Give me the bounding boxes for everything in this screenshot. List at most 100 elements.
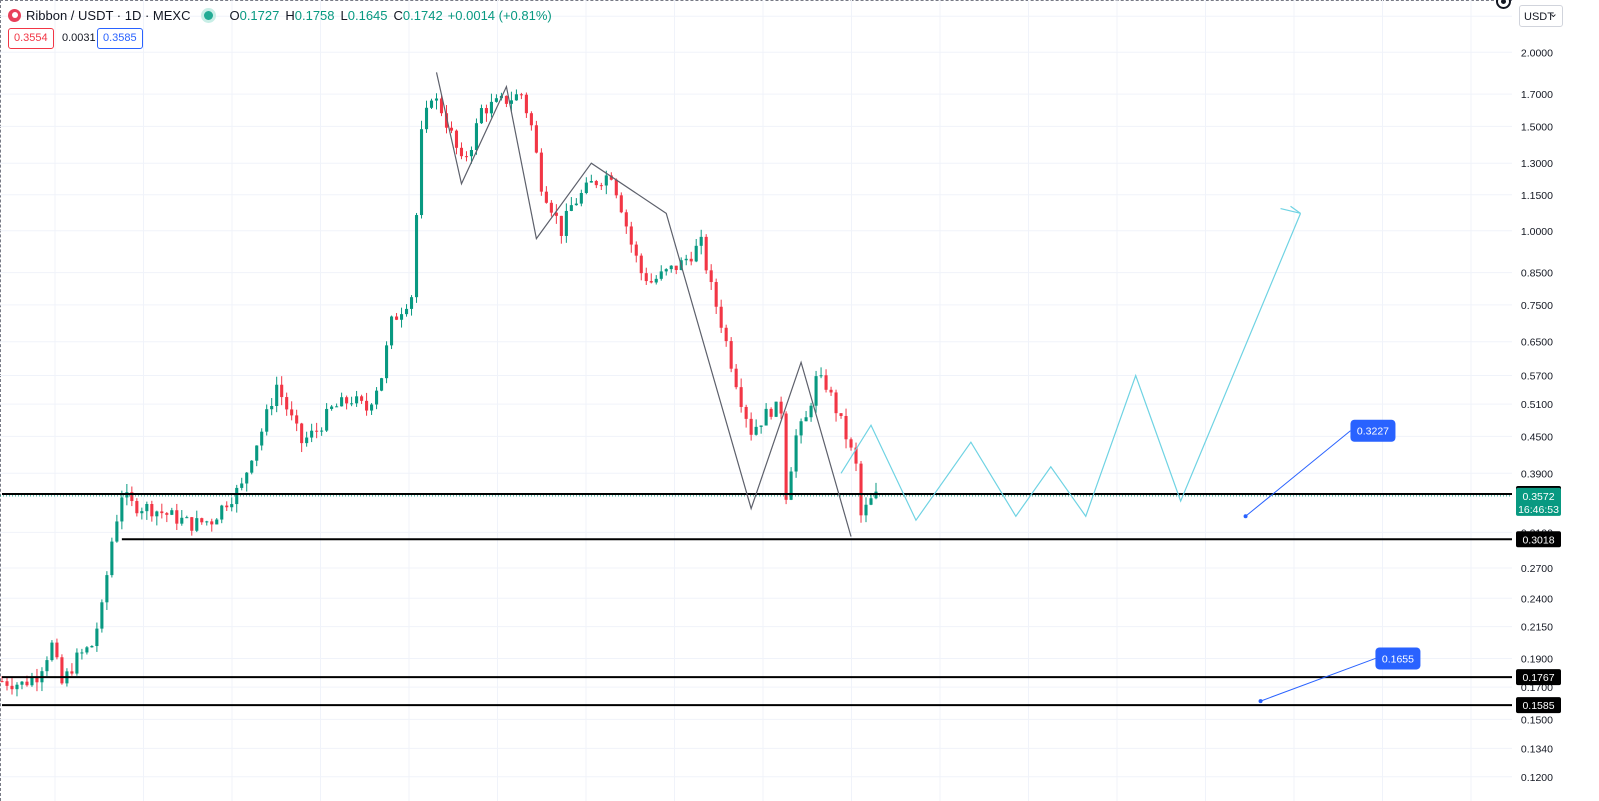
candle-body: [734, 368, 738, 388]
candle-body: [644, 273, 648, 282]
chart-legend-header: Ribbon / USDT · 1D · MEXC O 0.1727 H 0.175…: [8, 6, 552, 24]
candle-body: [859, 463, 863, 516]
candle-body: [534, 125, 538, 153]
candle-body: [155, 511, 159, 517]
price-tick-label: 0.8500: [1521, 268, 1553, 280]
price-tick-label: 1.3000: [1521, 158, 1553, 170]
candle-body: [240, 483, 244, 488]
candle-body: [210, 521, 214, 525]
price-tick-label: 0.1900: [1521, 653, 1553, 665]
candles: [0, 89, 878, 697]
candle-body: [559, 215, 563, 236]
candle-body: [190, 517, 194, 531]
candle-body: [469, 149, 474, 157]
callout-label: 0.3227: [1357, 426, 1389, 438]
currency-select[interactable]: USDT: [1519, 3, 1563, 27]
low-label: L: [340, 7, 348, 23]
sell-button[interactable]: 0.3554: [8, 28, 54, 49]
candle-body: [220, 505, 224, 520]
level-price-tag: [1516, 669, 1561, 686]
price-tick-label: 1.1500: [1521, 190, 1553, 202]
projection-path: [840, 213, 1302, 522]
candle-body: [754, 426, 758, 435]
current-price-tag: [1516, 487, 1561, 516]
buy-button[interactable]: 0.3585: [97, 28, 143, 49]
spread-value: 0.0031: [62, 32, 96, 44]
top-border: [0, 0, 1599, 1]
candle-body: [215, 519, 219, 525]
candle-body: [454, 130, 459, 148]
candle-body: [554, 212, 558, 216]
candle-body: [15, 684, 19, 690]
candle-body: [90, 646, 94, 648]
candle-body: [689, 258, 693, 262]
candle-body: [444, 113, 449, 128]
candle-body: [509, 100, 513, 104]
candle-body: [300, 423, 304, 444]
price-tick-label: 0.5100: [1521, 399, 1553, 411]
candle-body: [145, 504, 149, 512]
candle-body: [135, 501, 139, 514]
candle-body: [60, 657, 64, 684]
candle-body: [504, 95, 508, 104]
candle-body: [864, 504, 868, 516]
candle-body: [115, 521, 119, 542]
low-value: 0.1645: [347, 7, 388, 23]
candle-body: [474, 123, 479, 150]
candle-body: [709, 270, 713, 283]
candle-body: [275, 384, 279, 406]
candle-body: [315, 430, 319, 432]
candle-body: [514, 94, 518, 101]
candle-body: [10, 685, 14, 690]
candle-body: [414, 215, 419, 298]
level-price-tag: [1516, 697, 1561, 714]
candle-body: [784, 413, 788, 500]
candle-body: [659, 271, 663, 279]
candle-body: [619, 195, 623, 213]
candle-body: [5, 681, 9, 686]
candle-body: [175, 510, 179, 524]
candle-body: [589, 181, 593, 183]
candle-body: [225, 505, 229, 508]
candle-body: [150, 504, 154, 517]
candle-body: [494, 98, 498, 102]
candle-body: [25, 681, 29, 686]
candle-body: [100, 602, 104, 629]
candle-body: [484, 108, 488, 114]
callout-label: 0.1655: [1382, 653, 1414, 665]
candle-body: [345, 397, 349, 404]
callout-box: [1375, 647, 1421, 670]
candle-body: [75, 652, 79, 674]
high-label: H: [285, 7, 295, 23]
candle-body: [854, 447, 858, 464]
callout-line: [1260, 657, 1376, 702]
open-value: 0.1727: [239, 7, 280, 23]
settings-icon[interactable]: [1496, 0, 1511, 9]
candle-body: [404, 308, 409, 315]
price-tick-label: 0.2150: [1521, 622, 1553, 634]
candle-body: [385, 345, 389, 379]
candle-body: [869, 498, 873, 505]
candle-body: [80, 652, 84, 654]
price-tick-label: 0.5700: [1521, 371, 1553, 383]
candle-body: [390, 316, 394, 346]
candle-body: [409, 297, 414, 309]
candle-body: [295, 415, 299, 424]
candle-body: [669, 265, 673, 270]
callout-point: [1243, 514, 1248, 519]
symbol-title[interactable]: Ribbon / USDT · 1D · MEXC: [26, 7, 191, 23]
candle-body: [120, 497, 124, 522]
callout-point: [1258, 699, 1263, 704]
candle-body: [95, 628, 99, 647]
candle-body: [829, 389, 833, 393]
price-tick-label: 0.2700: [1521, 563, 1553, 575]
close-label: C: [393, 7, 403, 23]
candle-body: [185, 517, 189, 519]
candle-body: [629, 226, 633, 245]
candle-body: [594, 181, 598, 186]
candle-body: [569, 205, 573, 211]
candle-body: [489, 101, 493, 114]
candle-body: [729, 341, 733, 369]
candle-body: [265, 409, 269, 432]
